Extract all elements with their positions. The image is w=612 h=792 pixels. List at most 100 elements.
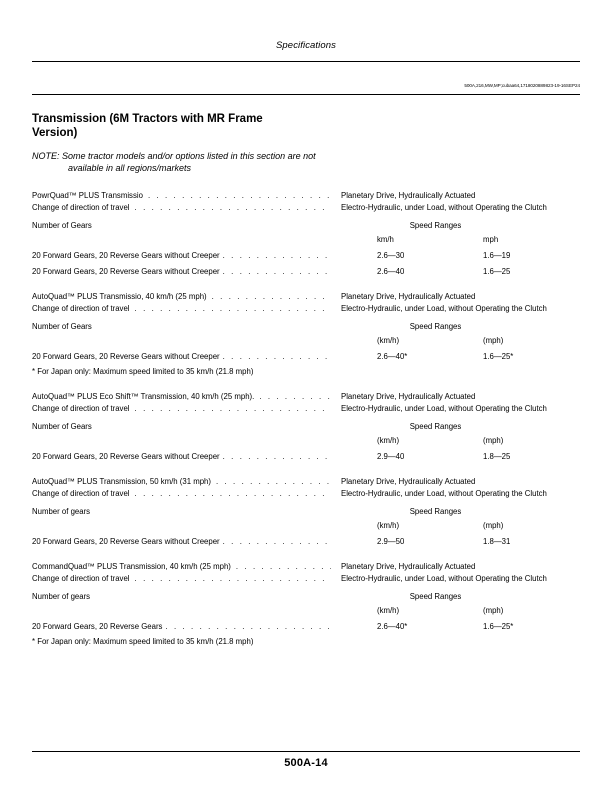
spec-row-direction: Change of direction of travel. . . . . .… — [32, 403, 580, 414]
dot-leader: . . . . . . . . . . . . . . . . . . . . … — [235, 562, 331, 571]
gear-config-text: 20 Forward Gears, 20 Reverse Gears witho… — [32, 537, 220, 546]
spec-value-direction: Electro-Hydraulic, under Load, without O… — [341, 404, 547, 413]
dot-leader: . . . . . . . . . . . . . . . . . . . . … — [222, 452, 331, 461]
spec-block-powrquad-plus: PowrQuad™ PLUS Transmissio . . . . . . . … — [32, 190, 580, 277]
spec-label-transmission: AutoQuad™ PLUS Transmission, 50 km/h (31… — [32, 476, 335, 487]
spec-row-transmission: CommandQuad™ PLUS Transmission, 40 km/h … — [32, 561, 580, 572]
gear-config-text: 20 Forward Gears, 20 Reverse Gears witho… — [32, 267, 220, 276]
unit-header-mph: (mph) — [483, 336, 504, 345]
speed-value-kmh: 2.6—30 — [377, 251, 405, 260]
dot-leader: . . . . . . . . . . . . . . . . . . . . … — [211, 292, 331, 301]
spec-label-direction: Change of direction of travel. . . . . .… — [32, 403, 335, 414]
spec-block-autoquad-plus-eco-shift-40: AutoQuad™ PLUS Eco Shift™ Transmission, … — [32, 391, 580, 462]
spec-footnote: * For Japan only: Maximum speed limited … — [32, 367, 254, 376]
unit-header-kmh: (km/h) — [377, 336, 400, 345]
spec-row-gears-heading: Number of Gears Speed Ranges — [32, 321, 580, 332]
speed-ranges-header: Speed Ranges — [409, 322, 462, 331]
header-rule-bottom — [32, 94, 580, 95]
units-spacer — [32, 520, 335, 531]
spec-label-text: Change of direction of travel — [32, 403, 132, 414]
spec-row-transmission: AutoQuad™ PLUS Transmission, 50 km/h (31… — [32, 476, 580, 487]
speed-ranges-header: Speed Ranges — [409, 221, 462, 230]
spec-label-direction: Change of direction of travel. . . . . .… — [32, 488, 335, 499]
spec-value-transmission: Planetary Drive, Hydraulically Actuated — [341, 292, 476, 301]
spec-blocks-container: PowrQuad™ PLUS Transmissio . . . . . . . … — [32, 190, 580, 647]
spec-label-direction: Change of direction of travel. . . . . .… — [32, 573, 335, 584]
spec-value-direction: Electro-Hydraulic, under Load, without O… — [341, 574, 547, 583]
units-spacer — [32, 435, 335, 446]
gear-config-label: 20 Forward Gears, 20 Reverse Gears witho… — [32, 266, 335, 277]
spec-block-autoquad-plus-40: AutoQuad™ PLUS Transmissio, 40 km/h (25 … — [32, 291, 580, 377]
gear-config-text: 20 Forward Gears, 20 Reverse Gears witho… — [32, 251, 220, 260]
spec-value-direction: Electro-Hydraulic, under Load, without O… — [341, 304, 547, 313]
number-of-gears-label: Number of gears — [32, 507, 91, 516]
spec-label-text: Change of direction of travel — [32, 488, 132, 499]
document-reference-code: 500A,216,MW,MP;cubaa64,1718020889823-19-… — [464, 82, 580, 88]
spec-value-direction: Electro-Hydraulic, under Load, without O… — [341, 203, 547, 212]
spec-label-direction: Change of direction of travel. . . . . .… — [32, 202, 335, 213]
gear-config-text: 20 Forward Gears, 20 Reverse Gears — [32, 622, 163, 631]
speed-value-kmh: 2.9—40 — [377, 452, 405, 461]
gear-config-label: 20 Forward Gears, 20 Reverse Gears. . . … — [32, 621, 335, 632]
speed-value-kmh: 2.6—40* — [377, 622, 408, 631]
page-title: Transmission (6M Tractors with MR Frame … — [32, 113, 263, 139]
spec-row-direction: Change of direction of travel. . . . . .… — [32, 303, 580, 314]
number-of-gears-label: Number of Gears — [32, 221, 92, 230]
speed-value-mph: 1.8—31 — [483, 537, 511, 546]
spec-value-transmission: Planetary Drive, Hydraulically Actuated — [341, 191, 476, 200]
running-head: Specifications — [275, 40, 336, 51]
number-of-gears-label: Number of Gears — [32, 322, 92, 331]
dot-leader: . . . . . . . . . . . . . . . . . . . . … — [134, 304, 331, 313]
gear-config-text: 20 Forward Gears, 20 Reverse Gears witho… — [32, 452, 220, 461]
spec-value-direction: Electro-Hydraulic, under Load, without O… — [341, 489, 547, 498]
gear-config-label: 20 Forward Gears, 20 Reverse Gears witho… — [32, 250, 335, 261]
speed-value-mph: 1.6—25* — [483, 622, 514, 631]
spec-block-commandquad-plus-40: CommandQuad™ PLUS Transmission, 40 km/h … — [32, 561, 580, 647]
unit-header-mph: (mph) — [483, 606, 504, 615]
footer-rule — [32, 751, 580, 752]
dot-leader: . . . . . . . . . . . . . . . . . . . . … — [222, 537, 331, 546]
speed-value-mph: 1.6—25 — [483, 267, 511, 276]
spec-row-units: (km/h) (mph) — [32, 335, 580, 346]
speed-ranges-header: Speed Ranges — [409, 422, 462, 431]
section-note: NOTE: Some tractor models and/or options… — [32, 151, 316, 173]
spec-row-direction: Change of direction of travel. . . . . .… — [32, 488, 580, 499]
spec-row-direction: Change of direction of travel. . . . . .… — [32, 573, 580, 584]
spec-data-row: 20 Forward Gears, 20 Reverse Gears witho… — [32, 266, 580, 277]
spec-label-text: PowrQuad™ PLUS Transmissio — [32, 190, 145, 201]
spec-data-row: 20 Forward Gears, 20 Reverse Gears witho… — [32, 451, 580, 462]
spec-row-gears-heading: Number of Gears Speed Ranges — [32, 220, 580, 231]
speed-value-mph: 1.8—25 — [483, 452, 511, 461]
spec-label-text: Change of direction of travel — [32, 573, 132, 584]
gear-config-text: 20 Forward Gears, 20 Reverse Gears witho… — [32, 352, 220, 361]
speed-value-kmh: 2.6—40 — [377, 267, 405, 276]
dot-leader: . . . . . . . . . . . . . . . . . . . . … — [222, 267, 331, 276]
dot-leader: . . . . . . . . . . . . . . . . . . . . … — [134, 404, 331, 413]
speed-ranges-header: Speed Ranges — [409, 592, 462, 601]
spec-row-direction: Change of direction of travel. . . . . .… — [32, 202, 580, 213]
spec-value-transmission: Planetary Drive, Hydraulically Actuated — [341, 562, 476, 571]
number-of-gears-label: Number of Gears — [32, 422, 92, 431]
unit-header-mph: (mph) — [483, 436, 504, 445]
spec-label-transmission: AutoQuad™ PLUS Transmissio, 40 km/h (25 … — [32, 291, 335, 302]
spec-label-text: CommandQuad™ PLUS Transmission, 40 km/h … — [32, 561, 233, 572]
units-spacer — [32, 335, 335, 346]
gear-config-label: 20 Forward Gears, 20 Reverse Gears witho… — [32, 536, 335, 547]
spec-block-autoquad-plus-50: AutoQuad™ PLUS Transmission, 50 km/h (31… — [32, 476, 580, 547]
spec-value-transmission: Planetary Drive, Hydraulically Actuated — [341, 477, 476, 486]
units-spacer — [32, 234, 335, 245]
spec-row-units: km/h mph — [32, 234, 580, 245]
gear-config-label: 20 Forward Gears, 20 Reverse Gears witho… — [32, 451, 335, 462]
spec-footnote: * For Japan only: Maximum speed limited … — [32, 637, 254, 646]
spec-row-units: (km/h) (mph) — [32, 520, 580, 531]
dot-leader: . . . . . . . . . . . . . . . . . . . . … — [215, 477, 331, 486]
dot-leader: . . . . . . . . . . . . . . . . . . . . … — [134, 489, 331, 498]
spec-data-row: 20 Forward Gears, 20 Reverse Gears witho… — [32, 250, 580, 261]
document-content: Transmission (6M Tractors with MR Frame … — [32, 112, 580, 661]
dot-leader: . . . . . . . . . . . . . . . . . . . . … — [222, 352, 331, 361]
spec-row-gears-heading: Number of gears Speed Ranges — [32, 591, 580, 602]
header-rule-top — [32, 61, 580, 62]
unit-header-kmh: (km/h) — [377, 436, 400, 445]
spec-value-transmission: Planetary Drive, Hydraulically Actuated — [341, 392, 476, 401]
unit-header-mph: mph — [483, 235, 499, 244]
